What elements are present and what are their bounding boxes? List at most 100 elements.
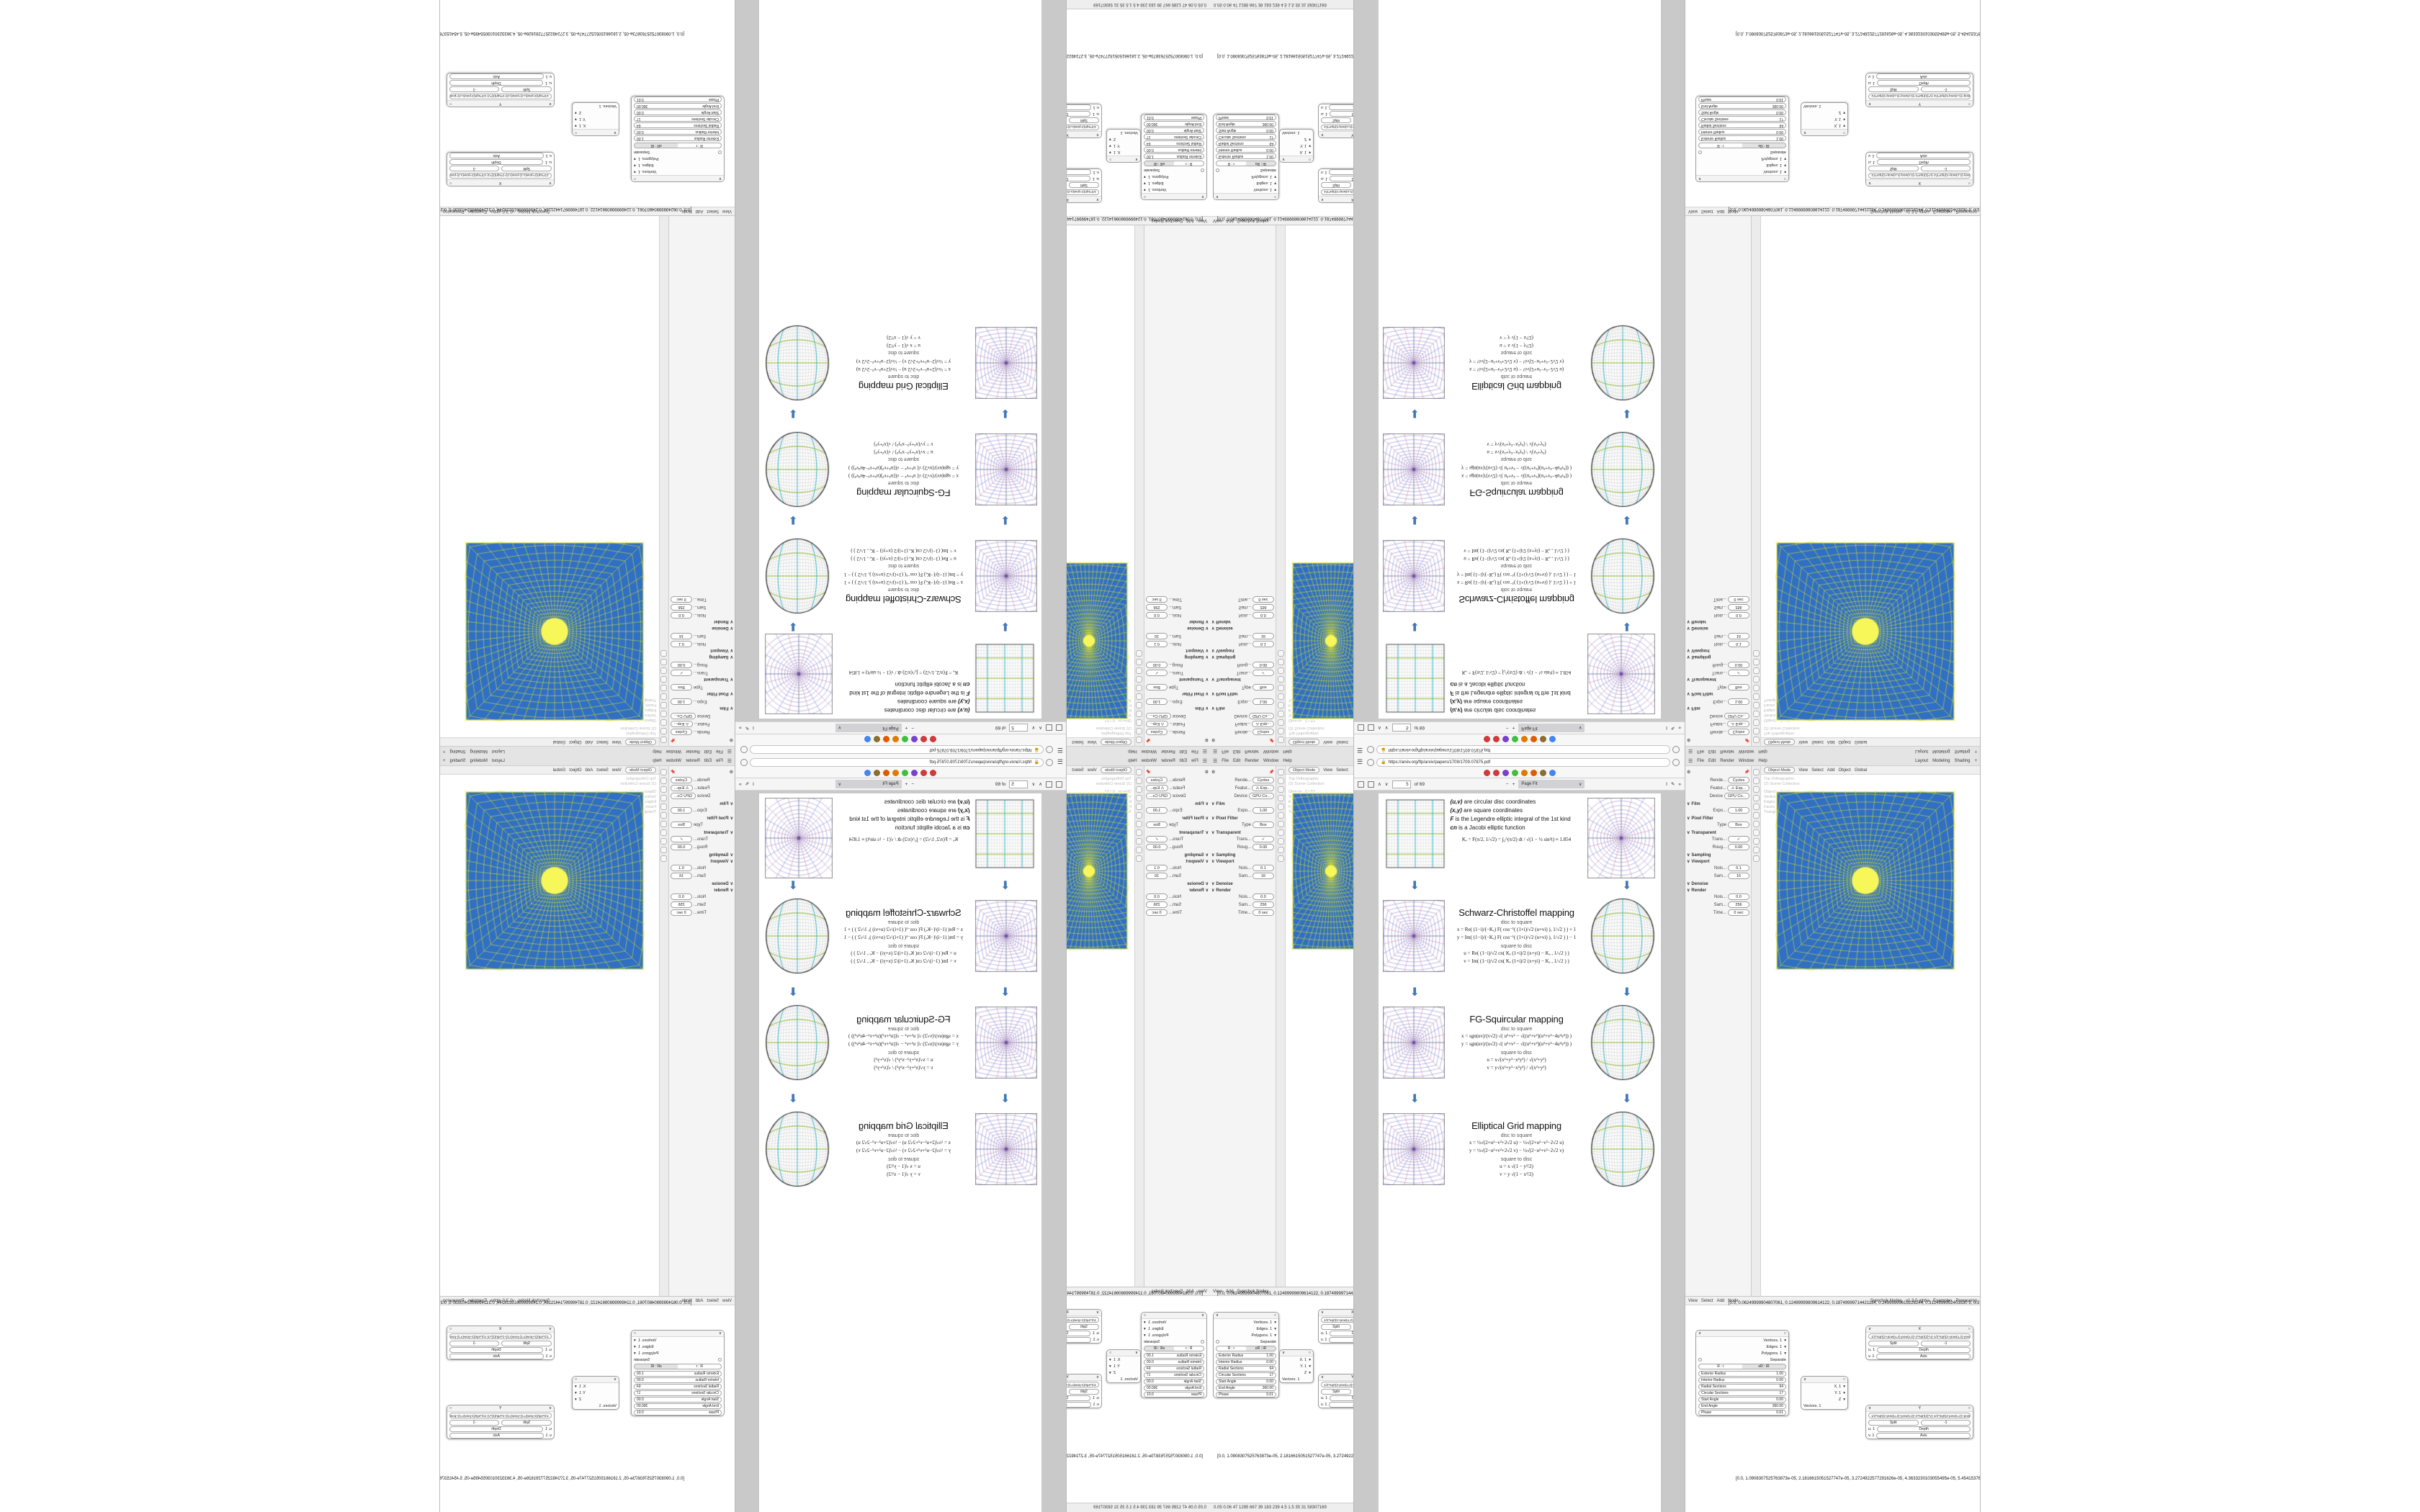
prop-value[interactable]: 256 bbox=[671, 604, 692, 611]
node-field[interactable]: Start Angle 0.00 bbox=[1696, 109, 1788, 116]
prop-row[interactable]: Nois... 0.1 bbox=[1211, 864, 1274, 872]
prop-value[interactable]: 16 bbox=[1146, 633, 1168, 639]
bookmark-icon[interactable] bbox=[864, 736, 871, 742]
next-page-icon[interactable]: ∨ bbox=[1031, 782, 1036, 787]
properties-tab[interactable] bbox=[1277, 812, 1284, 819]
prop-row[interactable]: Featur... ⚠ Exp... bbox=[1146, 784, 1209, 792]
node-output[interactable]: Y. 1 ▾ bbox=[1300, 1364, 1311, 1369]
node-field[interactable]: Start Angle 0.00 bbox=[1214, 1378, 1278, 1385]
properties-tab-strip[interactable] bbox=[1134, 766, 1144, 1287]
prop-row[interactable]: Expo... 1.00 bbox=[671, 698, 733, 706]
properties-tab[interactable] bbox=[1752, 829, 1760, 836]
properties-tab[interactable] bbox=[1752, 847, 1760, 853]
viewport-3d[interactable]: Object Mode View Select Top Orthographic… bbox=[1286, 225, 1353, 746]
menu-file-right[interactable]: File bbox=[1697, 749, 1704, 754]
prop-value[interactable]: 0.00 bbox=[1146, 844, 1168, 850]
sverchok-node[interactable]: ∨ ○ Vertices. 1 ▾ Edges. 1 ▾ Polygons. 1 ▾ Sepa… bbox=[631, 1330, 725, 1416]
prop-value[interactable]: 0.1 bbox=[1728, 865, 1749, 871]
node-header[interactable]: ∨X○ bbox=[1319, 1310, 1353, 1316]
double-chevron-icon[interactable]: » bbox=[1678, 725, 1682, 731]
sverchok-node[interactable]: ∨X○ 1/2*sqrt(2+pow(u,2)-pow(v,2)+2*sqrt(… bbox=[1067, 1309, 1102, 1344]
prop-row[interactable]: Expo... 1.00 bbox=[1146, 698, 1209, 706]
menu-file[interactable]: File bbox=[1191, 749, 1198, 754]
nmenu-add[interactable]: Add bbox=[1716, 209, 1725, 214]
vmenu-add[interactable]: Add bbox=[1827, 739, 1835, 744]
properties-tab[interactable] bbox=[1277, 693, 1284, 700]
properties-tab[interactable] bbox=[660, 795, 668, 801]
node-editor[interactable]: View Add Sverchok Nodes [0.0, 0.06249999… bbox=[1067, 9, 1210, 225]
node-field[interactable]: Circular Sections 17 bbox=[1214, 134, 1278, 140]
node-header[interactable]: ∨ ○ bbox=[1214, 193, 1278, 199]
node-header[interactable]: ∨Y○ bbox=[447, 100, 554, 107]
pdf-scroll-area[interactable]: (u,v) are circular disc coordinates (x,y)… bbox=[735, 791, 1066, 1512]
pdf-toolbar[interactable]: ∧ ∨ 5 of 69 − + Page Fit ∨ I ✎ » bbox=[735, 778, 1066, 791]
nmenu-select[interactable]: Select bbox=[707, 1298, 720, 1303]
tab-modeling[interactable]: Modeling bbox=[1932, 749, 1950, 754]
prop-section[interactable]: ∨ Viewport bbox=[1687, 648, 1710, 653]
node-buttons[interactable]: Split-1 bbox=[447, 166, 554, 172]
menu-edit[interactable]: Edit bbox=[1232, 758, 1241, 763]
prop-section[interactable]: ∨ Viewport bbox=[710, 859, 733, 865]
properties-tab[interactable] bbox=[1136, 693, 1143, 700]
object-mode-dropdown-right[interactable]: Object Mode bbox=[1764, 767, 1796, 773]
object-mode-dropdown-right[interactable]: Object Mode bbox=[1764, 739, 1796, 745]
menu-help-right[interactable]: Help bbox=[1758, 749, 1767, 754]
prop-row[interactable]: Sam... 16 bbox=[1146, 872, 1209, 880]
menu-file-right[interactable]: File bbox=[716, 749, 723, 754]
properties-tab[interactable] bbox=[1752, 659, 1760, 665]
pdf-toolbar[interactable]: ∧ ∨ 5 of 69 − + Page Fit ∨ I ✎ » bbox=[735, 721, 1066, 734]
prop-value[interactable]: 1.00 bbox=[1146, 698, 1168, 705]
prop-row[interactable]: Expo... 1.00 bbox=[671, 806, 733, 814]
node-output[interactable]: Edges. 1 ▾ bbox=[1144, 181, 1164, 186]
hamburger-menu-icon[interactable]: ☰ bbox=[1357, 747, 1363, 754]
node-header[interactable]: ∨ ○ bbox=[1801, 1377, 1847, 1383]
node-output[interactable]: X. 1 ▾ bbox=[1834, 123, 1845, 128]
node-field[interactable]: Circular Sections 17 bbox=[1142, 1372, 1206, 1378]
pin-icon[interactable]: 📌 bbox=[1744, 737, 1749, 742]
node-header[interactable]: ∨X○ bbox=[1866, 179, 1973, 186]
properties-tab[interactable] bbox=[1136, 667, 1143, 674]
prop-row[interactable]: Sam... 256 bbox=[1687, 603, 1749, 611]
node-editor[interactable]: View Add Sverchok Nodes [0.0, 0.06249999… bbox=[1067, 1287, 1210, 1503]
orientation-dropdown[interactable]: Global bbox=[552, 739, 566, 744]
node-header[interactable]: ∨Y○ bbox=[447, 1405, 554, 1412]
prop-value[interactable]: 0 sec bbox=[1728, 909, 1749, 916]
prop-value[interactable]: Box bbox=[1728, 684, 1749, 690]
prop-section[interactable]: ∨ Viewport bbox=[1687, 859, 1710, 865]
prop-section[interactable]: ∨ Render bbox=[1687, 888, 1707, 894]
menu-window[interactable]: Window bbox=[1141, 758, 1157, 763]
menu-file[interactable]: File bbox=[1222, 758, 1229, 763]
prop-section[interactable]: ∨ Render bbox=[1188, 619, 1209, 624]
prop-value[interactable]: 256 bbox=[1146, 901, 1168, 908]
properties-tab[interactable] bbox=[1752, 855, 1760, 862]
node-editor-header[interactable]: View Add Sverchok Nodes bbox=[1210, 1287, 1353, 1296]
blender-topbar-right[interactable]: ☰ File Edit Render Window Help Layout Mo… bbox=[440, 756, 735, 766]
node-tree-name[interactable]: Sverchok Nodes bbox=[1237, 1289, 1269, 1294]
prop-value[interactable]: Box bbox=[1146, 684, 1168, 690]
prop-value[interactable]: 0.1 bbox=[1146, 865, 1168, 871]
hamburger-menu-icon[interactable]: ☰ bbox=[1357, 758, 1363, 765]
prop-section[interactable]: ∨ Denoise bbox=[1687, 626, 1708, 631]
vmenu-view[interactable]: View bbox=[1798, 739, 1809, 744]
properties-tab[interactable] bbox=[660, 778, 668, 784]
properties-tab[interactable] bbox=[1277, 829, 1284, 836]
properties-tab-strip-right[interactable] bbox=[1752, 766, 1761, 1296]
prop-section[interactable]: ∨ Render bbox=[1211, 619, 1232, 624]
prop-value[interactable]: 0.0 bbox=[1252, 612, 1274, 618]
bookmark-icon[interactable] bbox=[1530, 736, 1537, 742]
node-buttons[interactable]: Split-1 bbox=[1319, 1388, 1353, 1395]
prop-value[interactable]: 0.1 bbox=[671, 865, 692, 871]
prop-section[interactable]: ∨ Sampling bbox=[1184, 852, 1209, 858]
properties-tab[interactable] bbox=[660, 711, 668, 717]
prop-row[interactable]: Trans... ✓ bbox=[1146, 835, 1209, 843]
blender-menu-icon[interactable]: ☰ bbox=[1202, 758, 1207, 764]
prop-row[interactable]: Nois... 0.1 bbox=[1687, 640, 1749, 648]
prop-value[interactable]: 0.0 bbox=[671, 894, 692, 900]
